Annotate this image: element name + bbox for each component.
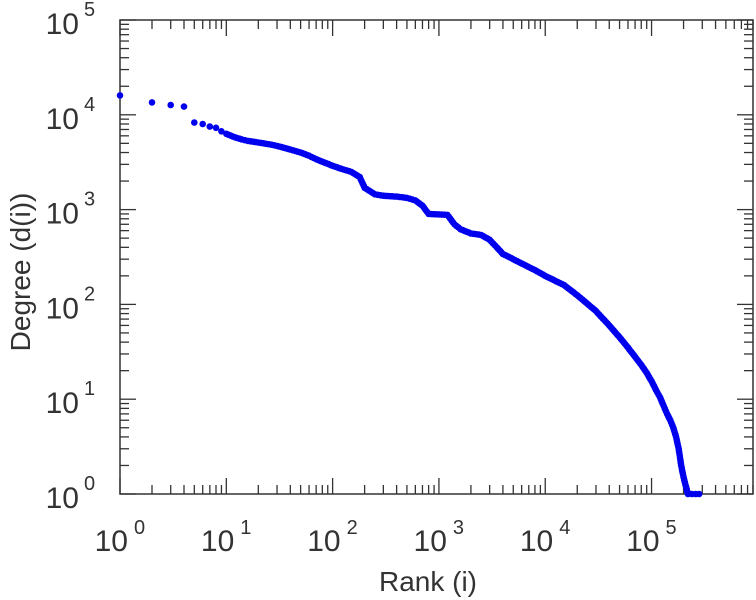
axis-ticks [119, 19, 754, 495]
data-point [212, 124, 220, 132]
svg-text:3: 3 [453, 517, 464, 539]
x-tick-label: 10 1 [201, 517, 251, 558]
svg-text:10: 10 [46, 198, 79, 231]
svg-text:10: 10 [46, 387, 79, 420]
y-tick-label: 10 1 [46, 378, 96, 420]
x-tick-label: 10 5 [626, 517, 677, 558]
svg-text:10: 10 [46, 292, 79, 325]
svg-text:10: 10 [201, 525, 234, 558]
svg-text:2: 2 [347, 517, 358, 539]
svg-text:10: 10 [46, 103, 79, 136]
x-tick-label: 10 4 [520, 517, 571, 558]
svg-text:10: 10 [626, 525, 659, 558]
y-tick-label: 10 4 [46, 94, 96, 136]
data-point [116, 92, 124, 99]
svg-text:0: 0 [84, 473, 95, 495]
x-axis-label: Rank (i) [379, 566, 477, 597]
svg-text:10: 10 [520, 525, 553, 558]
data-point [180, 103, 188, 110]
data-point [695, 490, 703, 498]
svg-text:10: 10 [46, 8, 79, 41]
data-point [218, 128, 225, 135]
data-point [148, 99, 156, 106]
svg-text:10: 10 [414, 525, 447, 558]
y-tick-label: 10 3 [46, 189, 96, 231]
x-tick-label: 10 0 [95, 517, 146, 558]
data-point [167, 101, 174, 109]
svg-text:1: 1 [240, 517, 251, 539]
x-tick-labels: 10 0 10 1 10 2 10 3 10 4 10 5 [95, 517, 677, 558]
y-tick-label: 10 0 [46, 473, 96, 515]
plot-frame [119, 19, 754, 495]
svg-text:4: 4 [559, 517, 570, 539]
y-axis-label: Degree (d(i)) [5, 193, 36, 352]
svg-text:4: 4 [84, 94, 95, 116]
data-point [199, 120, 206, 128]
svg-text:2: 2 [84, 283, 95, 305]
svg-text:10: 10 [95, 525, 128, 558]
x-tick-label: 10 3 [414, 517, 465, 558]
y-tick-label: 10 2 [46, 283, 96, 325]
svg-text:5: 5 [84, 0, 95, 21]
svg-text:5: 5 [666, 517, 677, 539]
svg-text:1: 1 [84, 378, 95, 400]
data-point [206, 123, 214, 130]
svg-text:0: 0 [134, 517, 145, 539]
y-tick-label: 10 5 [46, 0, 96, 41]
svg-text:3: 3 [84, 189, 95, 211]
x-tick-label: 10 2 [307, 517, 358, 558]
svg-text:10: 10 [307, 525, 340, 558]
data-points [116, 92, 703, 498]
data-point [191, 119, 198, 126]
svg-text:10: 10 [46, 482, 79, 515]
